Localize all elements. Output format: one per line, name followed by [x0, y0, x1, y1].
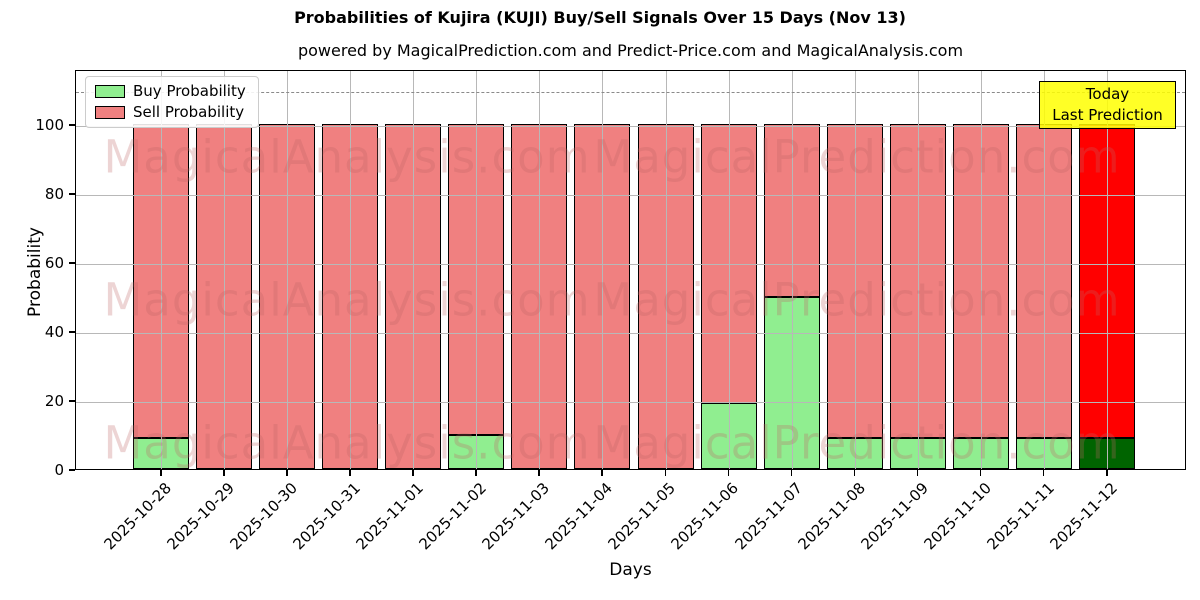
y-gridline [76, 402, 1185, 404]
x-gridline [161, 71, 162, 469]
x-gridline [791, 71, 793, 469]
x-tick-mark [664, 470, 667, 476]
x-tick-label: 2025-11-01 [352, 479, 428, 554]
today-annotation-line1: Today [1085, 85, 1130, 103]
x-gridline [413, 71, 415, 469]
watermark-text: MagicalAnalysis.com [103, 416, 591, 470]
x-tick-mark [916, 470, 919, 476]
legend-entry-buy: Buy Probability [95, 84, 246, 99]
y-tick-mark [69, 331, 75, 333]
x-gridline [602, 71, 604, 469]
x-gridline [728, 71, 730, 469]
x-tick-label: 2025-11-09 [857, 479, 932, 554]
x-gridline [1043, 71, 1045, 469]
chart-title: Probabilities of Kujira (KUJI) Buy/Sell … [294, 8, 906, 27]
x-gridline [917, 71, 919, 469]
x-tick-mark [979, 470, 982, 476]
y-tick-mark [69, 400, 75, 402]
today-annotation-line2: Last Prediction [1052, 106, 1163, 124]
y-gridline [76, 264, 1185, 266]
x-gridline [287, 71, 289, 469]
x-tick-mark [475, 470, 477, 476]
sell-color-swatch [95, 106, 125, 119]
watermark-text: MagicalAnalysis.com [103, 130, 591, 184]
x-tick-mark [160, 470, 162, 476]
x-gridline [1107, 71, 1109, 469]
x-tick-label: 2025-11-07 [731, 479, 806, 554]
watermark-text: MagicalAnalysis.com [103, 273, 591, 327]
x-gridline [665, 71, 667, 469]
y-tick-label: 60 [44, 254, 64, 273]
y-gridline [76, 126, 1185, 128]
y-tick-label: 20 [44, 392, 64, 411]
y-tick-mark [69, 193, 75, 195]
buy-color-swatch [95, 85, 125, 98]
legend: Buy Probability Sell Probability [85, 76, 259, 128]
y-tick-mark [69, 262, 75, 264]
x-tick-label: 2025-11-06 [667, 479, 743, 554]
x-tick-mark [1042, 470, 1045, 476]
x-tick-mark [601, 470, 603, 476]
x-tick-mark [790, 470, 793, 476]
watermark-text: MagicalPrediction.com [593, 273, 1121, 327]
x-gridline [224, 71, 226, 469]
x-tick-mark [727, 470, 730, 476]
x-tick-label: 2025-11-04 [541, 479, 617, 554]
plot-area [75, 70, 1186, 470]
x-tick-label: 2025-11-02 [415, 479, 491, 554]
dashed-threshold-line [76, 91, 1185, 93]
x-gridline [539, 71, 541, 469]
x-tick-mark [538, 470, 540, 476]
x-gridline [980, 71, 982, 469]
x-tick-mark [1106, 470, 1108, 476]
chart-subtitle: powered by MagicalPrediction.com and Pre… [297, 41, 964, 60]
legend-entry-sell: Sell Probability [95, 105, 246, 120]
x-gridline [854, 71, 856, 469]
y-tick-label: 80 [44, 185, 64, 204]
x-tick-mark [286, 470, 288, 476]
y-tick-label: 100 [35, 116, 64, 135]
watermark-text: MagicalPrediction.com [593, 130, 1121, 184]
today-annotation: Today Last Prediction [1039, 81, 1176, 129]
y-tick-label: 0 [54, 461, 64, 479]
x-tick-mark [223, 470, 225, 476]
x-gridline [350, 71, 352, 469]
x-tick-label: 2025-10-29 [163, 479, 238, 554]
y-gridline [76, 195, 1185, 197]
x-tick-label: 2025-11-03 [478, 479, 554, 554]
legend-buy-label: Buy Probability [133, 82, 246, 100]
y-gridline [76, 333, 1185, 335]
x-tick-label: 2025-10-30 [226, 479, 301, 554]
x-tick-label: 2025-10-28 [100, 479, 175, 554]
y-tick-mark [69, 124, 75, 126]
x-tick-label: 2025-11-12 [1046, 479, 1121, 554]
x-tick-label: 2025-11-10 [920, 479, 995, 554]
legend-sell-label: Sell Probability [133, 103, 245, 121]
x-tick-label: 2025-10-31 [289, 479, 364, 554]
x-axis-label: Days [609, 560, 652, 580]
y-tick-mark [69, 469, 75, 471]
x-gridline [476, 71, 478, 469]
x-tick-mark [412, 470, 414, 476]
y-tick-label: 40 [44, 323, 64, 342]
x-tick-mark [853, 470, 856, 476]
x-tick-mark [349, 470, 351, 476]
watermark-text: MagicalPrediction.com [593, 416, 1121, 470]
x-tick-label: 2025-11-11 [983, 479, 1058, 554]
